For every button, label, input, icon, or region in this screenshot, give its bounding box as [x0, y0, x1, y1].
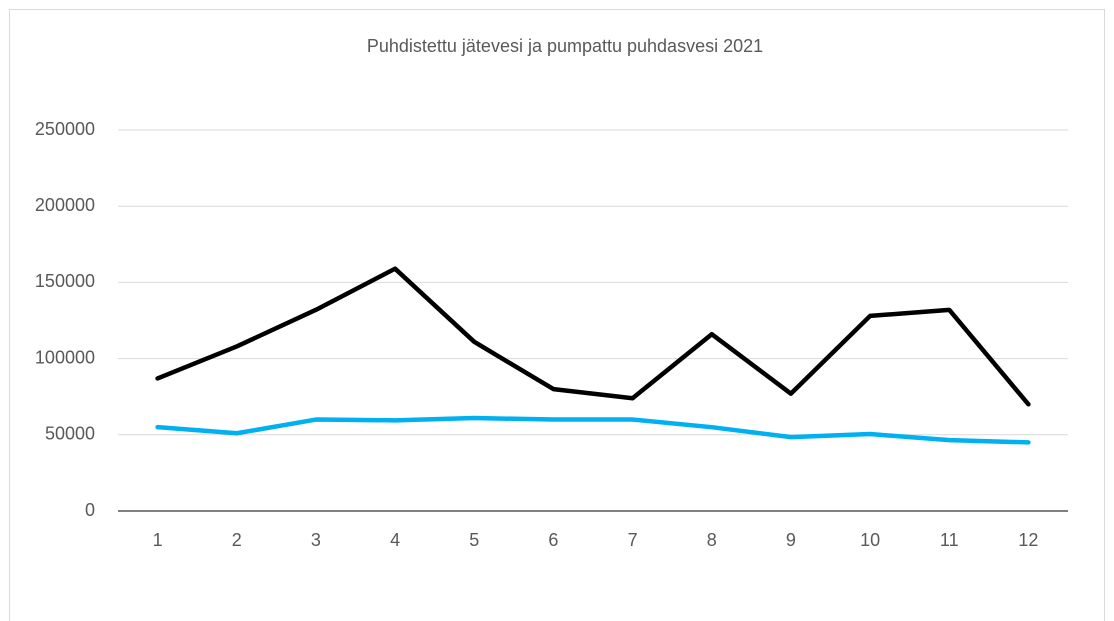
x-tick-label: 5: [469, 530, 479, 550]
chart-title: Puhdistettu jätevesi ja pumpattu puhdasv…: [367, 36, 763, 56]
line-series: [155, 415, 1031, 445]
x-tick-label: 4: [390, 530, 400, 550]
x-tick-label: 7: [628, 530, 638, 550]
x-tick-label: 9: [786, 530, 796, 550]
chart-frame: [9, 9, 1105, 621]
x-tick-label: 12: [1018, 530, 1038, 550]
y-tick-label: 200000: [35, 195, 95, 215]
y-tick-label: 100000: [35, 347, 95, 367]
y-tick-label: 50000: [45, 424, 95, 444]
x-tick-label: 1: [153, 530, 163, 550]
y-tick-label: 250000: [35, 119, 95, 139]
x-tick-label: 3: [311, 530, 321, 550]
y-tick-label: 150000: [35, 271, 95, 291]
y-tick-label: 0: [85, 500, 95, 520]
x-tick-label: 6: [548, 530, 558, 550]
x-tick-label: 2: [232, 530, 242, 550]
x-tick-label: 10: [860, 530, 880, 550]
x-tick-label: 11: [940, 530, 959, 550]
line-series: [155, 266, 1031, 407]
x-tick-label: 8: [707, 530, 717, 550]
